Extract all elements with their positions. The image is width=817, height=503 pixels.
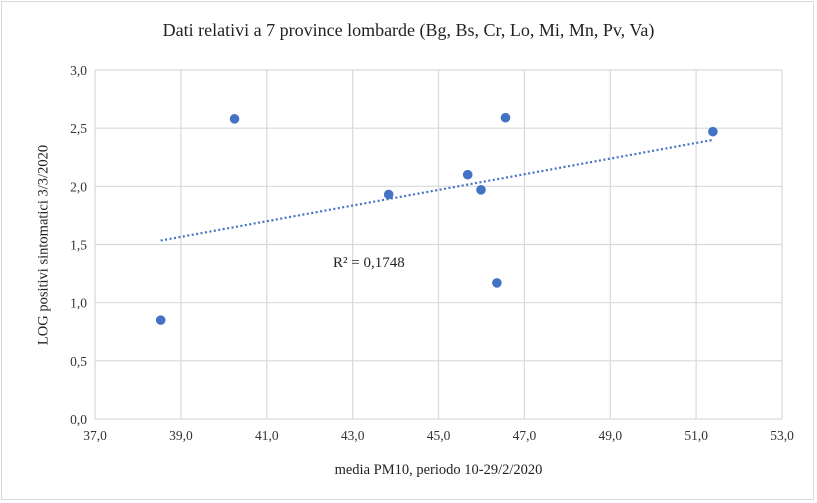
y-tick-label: 0,5	[70, 354, 87, 369]
y-tick-label: 1,0	[70, 296, 87, 311]
y-tick-label: 0,0	[70, 412, 87, 427]
x-tick-label: 37,0	[83, 428, 107, 443]
trendline	[160, 138, 714, 242]
r-squared-label: R² = 0,1748	[333, 255, 405, 271]
x-tick-label: 43,0	[341, 428, 365, 443]
x-tick-label: 45,0	[427, 428, 451, 443]
x-tick-label: 39,0	[169, 428, 193, 443]
y-tick-label: 2,0	[70, 179, 87, 194]
data-point	[476, 185, 486, 195]
data-point	[708, 126, 718, 137]
x-axis-label: media PM10, periodo 10-29/2/2020	[334, 462, 543, 478]
data-point	[500, 112, 511, 123]
x-tick-label: 47,0	[513, 428, 537, 443]
data-point	[492, 278, 502, 288]
data-point	[383, 189, 394, 200]
x-tick-label: 41,0	[255, 428, 279, 443]
x-tick-label: 51,0	[684, 428, 708, 443]
y-tick-label: 2,5	[70, 121, 87, 136]
x-tick-label: 53,0	[770, 428, 794, 443]
data-point	[229, 114, 240, 124]
y-tick-label: 3,0	[70, 63, 87, 78]
chart-title: Dati relativi a 7 province lombarde (Bg,…	[162, 20, 655, 40]
data-point	[155, 315, 166, 325]
y-tick-label: 1,5	[70, 238, 87, 253]
x-tick-label: 49,0	[598, 428, 622, 443]
data-point	[462, 169, 473, 180]
